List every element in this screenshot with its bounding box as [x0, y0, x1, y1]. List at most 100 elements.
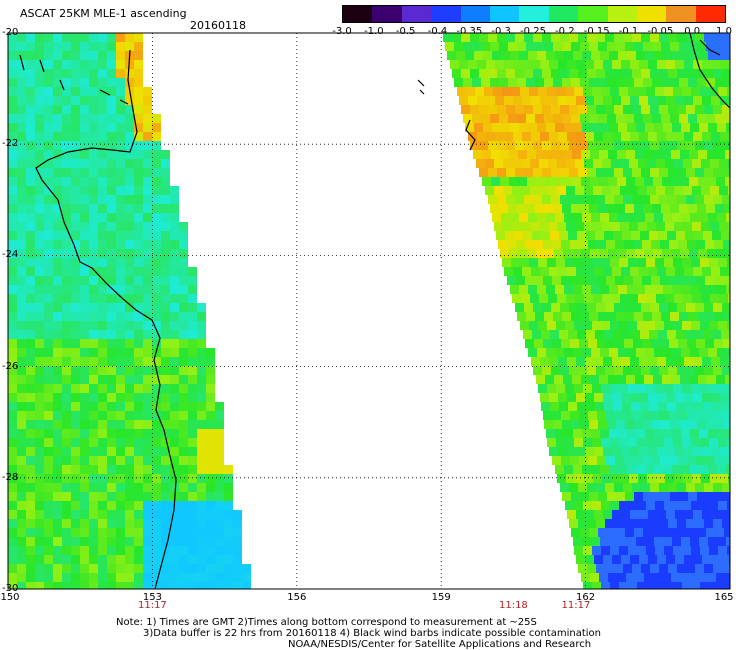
wind-cell	[686, 69, 695, 78]
wind-cell	[143, 564, 152, 573]
wind-cell	[706, 42, 715, 51]
wind-cell	[170, 402, 179, 411]
wind-cell	[143, 447, 152, 456]
wind-cell	[71, 267, 80, 276]
wind-cell	[562, 312, 571, 321]
wind-cell	[44, 186, 53, 195]
wind-cell	[700, 321, 709, 330]
wind-cell	[609, 51, 618, 60]
wind-cell	[490, 204, 499, 213]
wind-cell	[661, 204, 670, 213]
wind-cell	[610, 258, 619, 267]
wind-cell	[197, 501, 206, 510]
wind-cell	[717, 537, 726, 546]
wind-cell	[650, 168, 659, 177]
wind-cell	[530, 159, 539, 168]
wind-cell	[125, 528, 134, 537]
wind-cell	[615, 411, 624, 420]
wind-cell	[125, 420, 134, 429]
wind-cell	[35, 420, 44, 429]
wind-cell	[143, 195, 152, 204]
wind-cell	[44, 132, 53, 141]
wind-cell	[98, 240, 107, 249]
wind-cell	[161, 204, 170, 213]
wind-cell	[89, 240, 98, 249]
wind-cell	[499, 78, 508, 87]
wind-cell	[544, 78, 553, 87]
wind-cell	[179, 465, 188, 474]
wind-cell	[107, 258, 116, 267]
wind-cell	[71, 537, 80, 546]
wind-cell	[570, 411, 579, 420]
wind-cell	[670, 420, 679, 429]
wind-cell	[116, 87, 125, 96]
wind-cell	[603, 60, 612, 69]
wind-cell	[641, 69, 650, 78]
wind-cell	[224, 564, 233, 573]
wind-cell	[116, 402, 125, 411]
wind-cell	[179, 447, 188, 456]
wind-cell	[647, 222, 656, 231]
wind-cell	[161, 411, 170, 420]
wind-cell	[711, 447, 720, 456]
wind-cell	[98, 402, 107, 411]
wind-cell	[663, 285, 672, 294]
wind-cell	[116, 510, 125, 519]
wind-cell	[595, 330, 604, 339]
wind-cell	[35, 411, 44, 420]
wind-cell	[197, 537, 206, 546]
wind-cell	[639, 555, 648, 564]
wind-cell	[8, 276, 17, 285]
wind-cell	[582, 465, 591, 474]
wind-cell	[44, 312, 53, 321]
wind-cell	[134, 321, 143, 330]
wind-cell	[573, 213, 582, 222]
wind-cell	[727, 321, 730, 330]
wind-cell	[611, 294, 620, 303]
wind-cell	[197, 447, 206, 456]
wind-cell	[547, 384, 556, 393]
wind-cell	[702, 510, 711, 519]
wind-cell	[681, 465, 690, 474]
wind-cell	[599, 150, 608, 159]
wind-cell	[529, 321, 538, 330]
wind-cell	[116, 78, 125, 87]
wind-cell	[89, 546, 98, 555]
wind-cell	[691, 582, 700, 589]
wind-cell	[521, 222, 530, 231]
wind-cell	[62, 105, 71, 114]
wind-cell	[143, 177, 152, 186]
wind-cell	[605, 168, 614, 177]
wind-cell	[62, 357, 71, 366]
wind-cell	[578, 564, 587, 573]
wind-cell	[585, 447, 594, 456]
wind-cell	[134, 168, 143, 177]
wind-cell	[632, 33, 641, 42]
wind-cell	[152, 267, 161, 276]
wind-cell	[565, 258, 574, 267]
wind-cell	[62, 393, 71, 402]
wind-cell	[598, 312, 607, 321]
wind-cell	[695, 168, 704, 177]
wind-cell	[161, 285, 170, 294]
wind-cell	[525, 240, 534, 249]
wind-cell	[571, 492, 580, 501]
wind-cell	[53, 258, 62, 267]
wind-cell	[704, 141, 713, 150]
wind-cell	[107, 42, 116, 51]
wind-cell	[637, 582, 646, 589]
wind-cell	[699, 465, 708, 474]
wind-cell	[574, 384, 583, 393]
wind-cell	[17, 402, 26, 411]
wind-cell	[170, 321, 179, 330]
wind-cell	[179, 456, 188, 465]
wind-cell	[134, 312, 143, 321]
wind-cell	[609, 123, 618, 132]
wind-cell	[582, 51, 591, 60]
wind-cell	[161, 465, 170, 474]
wind-cell	[134, 474, 143, 483]
wind-cell	[697, 492, 706, 501]
wind-cell	[98, 456, 107, 465]
wind-cell	[683, 294, 692, 303]
wind-cell	[53, 132, 62, 141]
